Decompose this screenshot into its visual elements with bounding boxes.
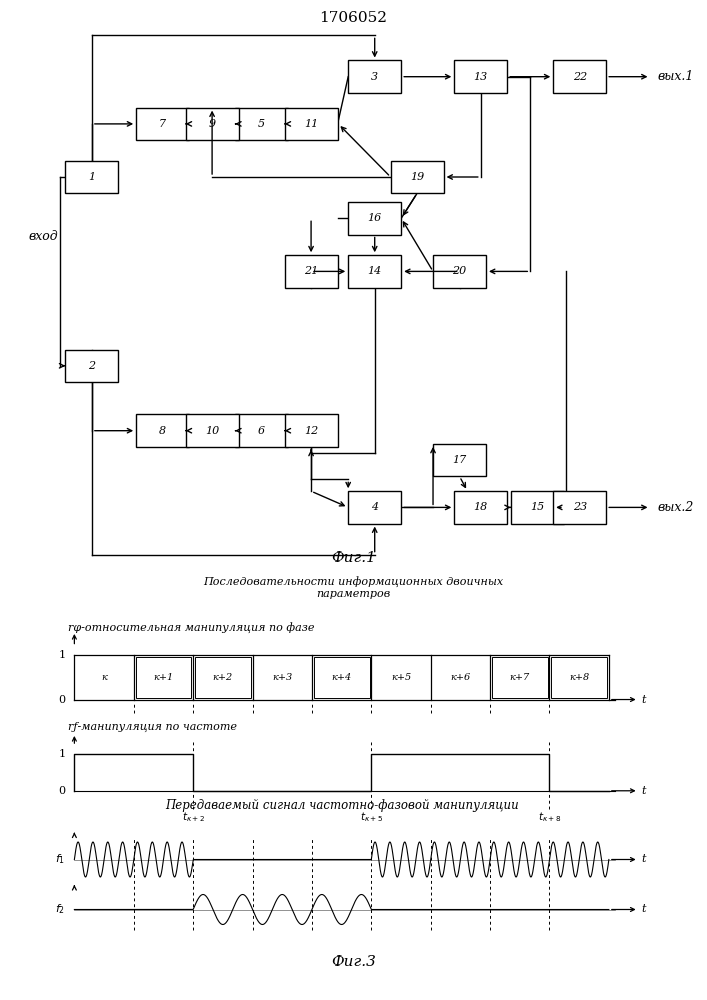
Text: $t_{\kappa+5}$: $t_{\kappa+5}$ — [360, 810, 383, 824]
Text: 17: 17 — [452, 455, 467, 465]
Text: 23: 23 — [573, 502, 587, 512]
Bar — [66, 161, 119, 193]
Text: 1: 1 — [59, 650, 66, 660]
Text: Передаваемый сигнал частотно-фазовой манипуляции: Передаваемый сигнал частотно-фазовой ман… — [165, 799, 518, 812]
Text: Фиг.3: Фиг.3 — [331, 955, 376, 969]
Bar — [492, 657, 548, 698]
Bar — [348, 255, 402, 288]
Text: 1: 1 — [88, 172, 95, 182]
Text: 4: 4 — [371, 502, 378, 512]
Text: 0: 0 — [59, 786, 66, 796]
Bar — [284, 108, 338, 140]
Bar — [185, 414, 239, 447]
Text: 5: 5 — [258, 119, 265, 129]
Text: вход: вход — [28, 230, 58, 242]
Bar — [195, 657, 251, 698]
Text: t: t — [641, 904, 646, 914]
Text: параметров: параметров — [316, 589, 391, 599]
Bar — [551, 657, 607, 698]
Text: t: t — [641, 695, 646, 705]
Bar — [235, 108, 288, 140]
Bar — [185, 108, 239, 140]
Text: к+6: к+6 — [450, 673, 471, 682]
Text: 18: 18 — [474, 502, 488, 512]
Text: к+7: к+7 — [510, 673, 530, 682]
Text: к+2: к+2 — [213, 673, 233, 682]
Text: 19: 19 — [410, 172, 424, 182]
Text: к+4: к+4 — [332, 673, 352, 682]
Text: 13: 13 — [474, 72, 488, 82]
Bar — [390, 161, 444, 193]
Bar — [554, 491, 607, 524]
Text: вых.2: вых.2 — [658, 501, 694, 514]
Text: $f_1$: $f_1$ — [55, 853, 66, 866]
Text: 0: 0 — [59, 695, 66, 705]
Text: к+3: к+3 — [272, 673, 293, 682]
Text: к+1: к+1 — [153, 673, 174, 682]
Text: rφ-относительная манипуляция по фазе: rφ-относительная манипуляция по фазе — [69, 622, 315, 633]
Text: 12: 12 — [304, 426, 318, 436]
Bar — [284, 414, 338, 447]
Bar — [235, 414, 288, 447]
Text: к+8: к+8 — [569, 673, 590, 682]
Text: 3: 3 — [371, 72, 378, 82]
Bar — [433, 255, 486, 288]
Text: к+5: к+5 — [391, 673, 411, 682]
Text: 21: 21 — [304, 266, 318, 276]
Text: $f_2$: $f_2$ — [55, 903, 66, 916]
Bar — [455, 491, 508, 524]
Bar — [348, 202, 402, 235]
Text: 14: 14 — [368, 266, 382, 276]
Bar — [136, 414, 189, 447]
Text: $t_{\kappa+2}$: $t_{\kappa+2}$ — [182, 810, 205, 824]
Bar — [348, 60, 402, 93]
Text: Фиг.1: Фиг.1 — [331, 551, 376, 565]
Text: к: к — [101, 673, 107, 682]
Bar — [66, 350, 119, 382]
Text: 11: 11 — [304, 119, 318, 129]
Text: rƒ-манипуляция по частоте: rƒ-манипуляция по частоте — [69, 722, 238, 732]
Bar — [510, 491, 564, 524]
Text: 15: 15 — [530, 502, 544, 512]
Text: 8: 8 — [159, 426, 166, 436]
Bar — [348, 491, 402, 524]
Text: 2: 2 — [88, 361, 95, 371]
Bar — [314, 657, 370, 698]
Text: 7: 7 — [159, 119, 166, 129]
Text: $t_{\kappa+8}$: $t_{\kappa+8}$ — [538, 810, 561, 824]
Text: t: t — [641, 854, 646, 864]
Bar — [136, 657, 192, 698]
Bar — [433, 444, 486, 476]
Text: 16: 16 — [368, 213, 382, 223]
Text: 6: 6 — [258, 426, 265, 436]
Text: 10: 10 — [205, 426, 219, 436]
Bar — [554, 60, 607, 93]
Text: 1: 1 — [59, 749, 66, 759]
Text: 20: 20 — [452, 266, 467, 276]
Bar — [284, 255, 338, 288]
Text: 9: 9 — [209, 119, 216, 129]
Bar — [136, 108, 189, 140]
Text: Последовательности информационных двоичных: Последовательности информационных двоичн… — [204, 576, 503, 587]
Text: вых.1: вых.1 — [658, 70, 694, 83]
Bar — [455, 60, 508, 93]
Text: 22: 22 — [573, 72, 587, 82]
Text: 1706052: 1706052 — [320, 11, 387, 25]
Text: t: t — [641, 786, 646, 796]
